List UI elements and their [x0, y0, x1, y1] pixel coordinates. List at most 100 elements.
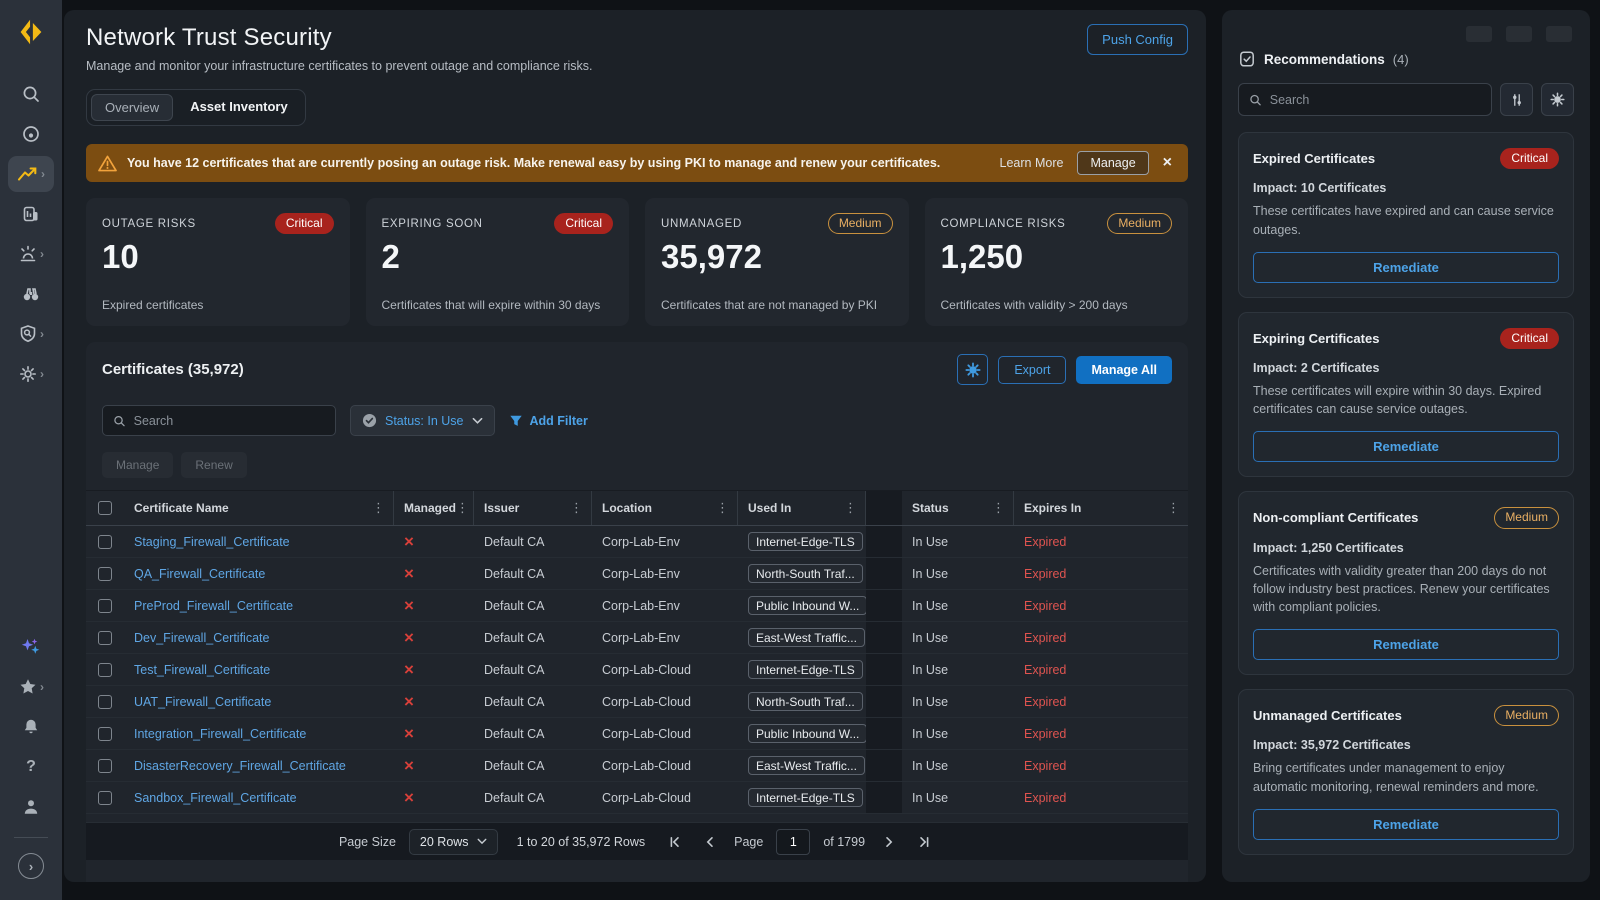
certificate-name-link[interactable]: PreProd_Firewall_Certificate — [134, 598, 294, 613]
used-in-chip[interactable]: Internet-Edge-TLS — [748, 788, 863, 807]
used-in-chip[interactable]: Public Inbound W... — [748, 596, 866, 615]
page-number-input[interactable] — [776, 828, 811, 855]
next-page-icon[interactable] — [878, 831, 900, 853]
column-menu-icon[interactable]: ⋮ — [372, 500, 385, 515]
sidebar-collapse-toggle[interactable]: › — [8, 848, 54, 884]
remediate-button[interactable]: Remediate — [1253, 629, 1559, 661]
column-expires-in[interactable]: Expires In — [1024, 501, 1082, 515]
recommendations-panel: Recommendations (4) Expired Certificates… — [1222, 10, 1590, 882]
row-checkbox[interactable] — [98, 726, 112, 741]
used-in-chip[interactable]: Internet-Edge-TLS — [748, 660, 863, 679]
column-menu-icon[interactable]: ⋮ — [716, 500, 729, 515]
recommendation-title: Non-compliant Certificates — [1253, 510, 1419, 526]
sidebar-item-ai-assistant[interactable] — [8, 629, 54, 665]
column-menu-icon[interactable]: ⋮ — [456, 500, 470, 515]
severity-badge: Critical — [554, 213, 613, 235]
column-status[interactable]: Status — [912, 501, 949, 515]
binoculars-icon — [23, 288, 39, 301]
filter-settings-button[interactable] — [1500, 83, 1533, 116]
column-menu-icon[interactable]: ⋮ — [570, 500, 583, 515]
stat-card: OUTAGE RISKS Critical 10 Expired certifi… — [86, 198, 350, 326]
remediate-button[interactable]: Remediate — [1253, 251, 1559, 283]
learn-more-link[interactable]: Learn More — [999, 156, 1064, 170]
sidebar-item-explore[interactable] — [8, 116, 54, 152]
page-size-value: 20 Rows — [419, 834, 469, 849]
sidebar-item-incidents[interactable]: › — [8, 236, 54, 272]
remediate-button[interactable]: Remediate — [1253, 808, 1559, 840]
certificate-name-link[interactable]: Staging_Firewall_Certificate — [134, 534, 290, 549]
used-in-chip[interactable]: East-West Traffic... — [748, 628, 865, 647]
export-button[interactable]: Export — [998, 355, 1067, 384]
certificate-name-link[interactable]: QA_Firewall_Certificate — [134, 566, 266, 581]
close-icon[interactable]: × — [1162, 154, 1172, 171]
sidebar-item-network-trust[interactable]: › — [8, 156, 54, 192]
table-row: PreProd_Firewall_Certificate × Default C… — [86, 590, 1188, 622]
column-used-in[interactable]: Used In — [748, 501, 792, 515]
certificate-name-link[interactable]: Test_Firewall_Certificate — [134, 662, 271, 677]
expires-cell: Expired — [1024, 598, 1067, 613]
sidebar-item-notifications[interactable] — [8, 709, 54, 745]
row-checkbox[interactable] — [98, 662, 112, 677]
sidebar-item-posture[interactable]: › — [8, 316, 54, 352]
page-size-select[interactable]: 20 Rows — [408, 828, 498, 855]
first-page-icon[interactable] — [664, 831, 686, 853]
recommendations-search-input[interactable] — [1269, 92, 1481, 107]
sidebar-item-search[interactable] — [8, 76, 54, 112]
row-checkbox[interactable] — [98, 598, 112, 613]
sidebar-item-favorites[interactable]: › — [8, 669, 54, 705]
remediate-button[interactable]: Remediate — [1253, 431, 1559, 463]
table-search-input[interactable] — [133, 413, 325, 428]
row-checkbox[interactable] — [98, 630, 112, 645]
table-settings-button[interactable] — [957, 354, 989, 385]
column-gutter — [866, 590, 902, 621]
row-checkbox[interactable] — [98, 758, 112, 773]
stat-card-label: EXPIRING SOON — [381, 217, 483, 230]
used-in-chip[interactable]: North-South Traf... — [748, 564, 863, 583]
certificate-name-link[interactable]: Dev_Firewall_Certificate — [134, 630, 270, 645]
column-menu-icon[interactable]: ⋮ — [1167, 500, 1180, 515]
chevron-right-icon: › — [41, 167, 45, 181]
renew-selected-button[interactable]: Renew — [181, 452, 247, 478]
add-filter-button[interactable]: Add Filter — [509, 414, 588, 428]
sidebar-item-reports[interactable] — [8, 196, 54, 232]
brand-logo-icon[interactable] — [13, 14, 49, 50]
column-location[interactable]: Location — [602, 501, 652, 515]
used-in-chip[interactable]: East-West Traffic... — [748, 756, 865, 775]
column-gutter — [866, 686, 902, 717]
certificate-name-link[interactable]: Integration_Firewall_Certificate — [134, 726, 307, 741]
manage-selected-button[interactable]: Manage — [102, 452, 174, 478]
select-all-checkbox[interactable] — [98, 501, 112, 515]
sidebar-item-help[interactable]: ? — [8, 749, 54, 785]
column-menu-icon[interactable]: ⋮ — [992, 500, 1005, 515]
certificate-name-link[interactable]: DisasterRecovery_Firewall_Certificate — [134, 758, 346, 773]
sidebar-item-user[interactable] — [8, 789, 54, 825]
last-page-icon[interactable] — [913, 831, 935, 853]
panel-settings-button[interactable] — [1541, 83, 1574, 116]
certificate-name-link[interactable]: UAT_Firewall_Certificate — [134, 694, 272, 709]
push-config-button[interactable]: Push Config — [1087, 24, 1188, 55]
sidebar-item-settings[interactable]: › — [8, 356, 54, 392]
tab-overview[interactable]: Overview — [91, 94, 174, 121]
row-checkbox[interactable] — [98, 566, 112, 581]
issuer-cell: Default CA — [484, 662, 545, 677]
row-checkbox[interactable] — [98, 790, 112, 805]
row-checkbox[interactable] — [98, 534, 112, 549]
used-in-chip[interactable]: Internet-Edge-TLS — [748, 532, 863, 551]
banner-manage-button[interactable]: Manage — [1077, 151, 1149, 175]
column-menu-icon[interactable]: ⋮ — [844, 500, 857, 515]
column-issuer[interactable]: Issuer — [484, 501, 520, 515]
table-row: DisasterRecovery_Firewall_Certificate × … — [86, 750, 1188, 782]
manage-all-button[interactable]: Manage All — [1076, 355, 1172, 384]
prev-page-icon[interactable] — [699, 831, 721, 853]
row-checkbox[interactable] — [98, 694, 112, 709]
used-in-chip[interactable]: North-South Traf... — [748, 692, 863, 711]
tab-asset-inventory[interactable]: Asset Inventory — [190, 99, 288, 114]
recommendation-title: Expired Certificates — [1253, 151, 1376, 167]
column-certificate-name[interactable]: Certificate Name — [134, 501, 229, 515]
sidebar-item-discover[interactable] — [8, 276, 54, 312]
not-managed-icon: × — [404, 724, 414, 743]
status-filter-chip[interactable]: Status: In Use — [350, 405, 495, 436]
column-managed[interactable]: Managed — [404, 501, 457, 515]
used-in-chip[interactable]: Public Inbound W... — [748, 724, 866, 743]
certificate-name-link[interactable]: Sandbox_Firewall_Certificate — [134, 790, 297, 805]
